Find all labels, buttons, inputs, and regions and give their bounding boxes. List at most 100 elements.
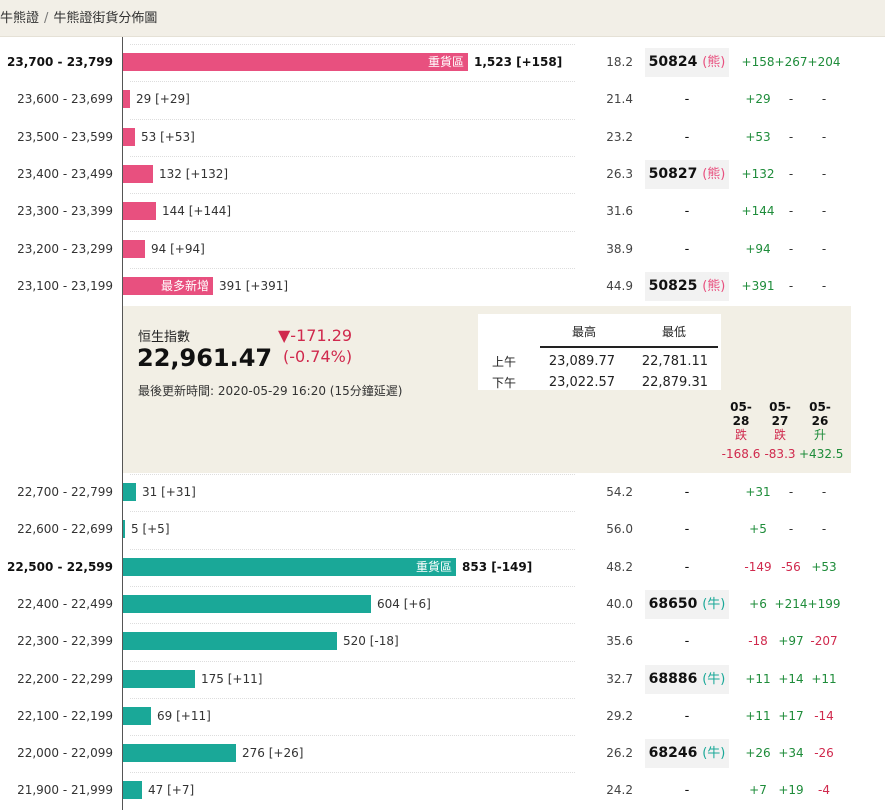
row-divider	[130, 267, 575, 269]
breadcrumb-current: 牛熊證街貨分佈圖	[53, 11, 158, 26]
warrant-code-link[interactable]: 68246 (牛)	[645, 739, 729, 769]
ratio-value: 26.2	[606, 746, 633, 761]
bull-strike-row: 21,900 - 21,999 47 [+7] 24.2 - +7 +19 -4	[0, 772, 885, 809]
bear-strike-row: 23,300 - 23,399 144 [+144] 31.6- +144- -	[0, 193, 885, 230]
outstanding-value: 391 [+391]	[219, 278, 289, 293]
warrant-code-empty: -	[684, 559, 690, 575]
ratio-value: 38.9	[606, 241, 633, 256]
change-day-3: -	[821, 204, 827, 219]
warrant-code-link[interactable]: 50827 (熊)	[645, 159, 729, 189]
strike-range: 23,300 - 23,399	[17, 204, 113, 219]
outstanding-value: 29 [+29]	[136, 92, 190, 107]
warrant-code-link[interactable]: 50824 (熊)	[645, 48, 729, 77]
day-header-2: 05-27	[769, 400, 791, 428]
warrant-code: 50825	[648, 277, 698, 294]
outstanding-value: 94 [+94]	[151, 241, 205, 256]
index-change: ▼-171.29	[278, 326, 353, 345]
breadcrumb: 牛熊證 / 牛熊證街貨分佈圖	[0, 0, 885, 37]
bull-outstanding-bar[interactable]	[123, 632, 337, 651]
bull-outstanding-bar[interactable]	[123, 781, 142, 800]
pm-label: 下午	[492, 376, 517, 390]
row-divider	[130, 585, 575, 587]
am-high: 23,089.77	[548, 354, 615, 369]
bull-outstanding-bar[interactable]	[123, 483, 136, 501]
change-day-3: +53	[811, 559, 837, 574]
warrant-code-empty: -	[684, 708, 690, 724]
warrant-type-tag: (熊)	[702, 278, 726, 294]
warrant-code: 68246	[648, 745, 698, 762]
outstanding-value: 31 [+31]	[142, 485, 196, 499]
change-day-3: -	[821, 129, 827, 144]
bear-outstanding-bar[interactable]	[123, 127, 135, 146]
bull-strike-row: 22,200 - 22,299 175 [+11] 32.7 68886 (牛) +11…	[0, 660, 885, 698]
bull-outstanding-bar[interactable]	[123, 594, 371, 613]
day-change-1: -168.6	[721, 447, 761, 461]
warrant-code-empty: -	[684, 129, 690, 145]
change-day-3: -4	[818, 783, 830, 798]
bear-outstanding-bar[interactable]: 重貨區	[123, 53, 468, 71]
change-day-2: -	[788, 129, 794, 144]
bull-outstanding-bar[interactable]	[123, 669, 195, 688]
change-day-2: +14	[778, 671, 804, 686]
change-day-2: +34	[778, 746, 804, 761]
change-day-1: +94	[745, 241, 771, 256]
bull-outstanding-bar[interactable]	[123, 706, 151, 725]
warrant-code-link[interactable]: 68886 (牛)	[645, 664, 729, 694]
bull-outstanding-bar[interactable]	[123, 744, 236, 763]
change-day-2: +17	[778, 708, 804, 723]
warrant-code: 50827	[648, 165, 698, 182]
outstanding-value: 276 [+26]	[242, 746, 304, 761]
change-day-1: +144	[741, 204, 775, 219]
ratio-value: 21.4	[606, 92, 633, 107]
bear-strike-row: 23,400 - 23,499 132 [+132] 26.3 50827 (熊) +1…	[0, 155, 885, 193]
bear-outstanding-bar[interactable]	[123, 164, 153, 183]
warrant-type-tag: (牛)	[702, 671, 726, 687]
row-divider	[130, 193, 575, 195]
change-day-2: -	[788, 485, 794, 499]
bear-outstanding-bar[interactable]	[123, 202, 156, 221]
change-day-3: -	[821, 92, 827, 107]
day-header-1: 05-28	[730, 400, 752, 428]
bear-outstanding-bar[interactable]	[123, 239, 145, 258]
day-direction-3: 升	[813, 428, 826, 442]
day-direction-2: 跌	[773, 428, 786, 442]
row-divider	[130, 44, 575, 45]
ratio-value: 40.0	[606, 596, 633, 611]
bear-strike-row: 23,600 - 23,699 29 [+29] 21.4 - +29 - -	[0, 81, 885, 118]
breadcrumb-parent-link[interactable]: 牛熊證	[0, 11, 40, 26]
bear-strike-row: 23,200 - 23,299 94 [+94] 38.9 - +94 - -	[0, 230, 885, 268]
warrant-type-tag: (牛)	[702, 746, 726, 762]
day-change-2: -83.3	[764, 447, 796, 461]
outstanding-value: 5 [+5]	[131, 522, 170, 537]
change-day-3: -	[821, 485, 827, 499]
change-day-3: -	[821, 166, 827, 181]
outstanding-value: 69 [+11]	[157, 708, 211, 723]
warrant-code-link[interactable]: 68650 (牛)	[645, 589, 729, 619]
strike-range: 23,400 - 23,499	[17, 166, 113, 181]
last-updated-time: 最後更新時間: 2020-05-29 16:20 (15分鐘延遲)	[138, 384, 403, 398]
bear-strike-row: 23,500 - 23,599 53 [+53] 23.2 - +53 - -	[0, 118, 885, 156]
warrant-code: 68650	[648, 595, 698, 612]
change-day-1: +26	[745, 746, 771, 761]
change-day-2: -	[788, 522, 794, 537]
index-change-percent: (-0.74%)	[283, 347, 353, 366]
row-divider	[130, 772, 575, 774]
header-underline	[540, 346, 718, 348]
am-low: 22,781.11	[641, 354, 708, 369]
warrant-type-tag: (牛)	[702, 596, 726, 612]
strike-range: 22,200 - 22,299	[17, 671, 113, 686]
ratio-value: 44.9	[606, 278, 633, 293]
strike-range: 23,200 - 23,299	[17, 241, 113, 256]
bear-outstanding-bar[interactable]	[123, 90, 130, 109]
pm-high: 23,022.57	[548, 375, 615, 390]
bull-outstanding-bar[interactable]	[123, 520, 125, 539]
index-name: 恒生指數	[138, 330, 191, 345]
am-label: 上午	[492, 355, 517, 369]
warrant-code-link[interactable]: 50825 (熊)	[645, 271, 729, 301]
bear-outstanding-bar[interactable]: 最多新增	[123, 276, 213, 295]
change-day-2: -	[788, 241, 794, 256]
bull-outstanding-bar[interactable]: 重貨區	[123, 557, 456, 576]
change-day-1: +31	[745, 485, 771, 499]
ratio-value: 29.2	[606, 708, 633, 723]
ratio-value: 26.3	[606, 166, 633, 181]
